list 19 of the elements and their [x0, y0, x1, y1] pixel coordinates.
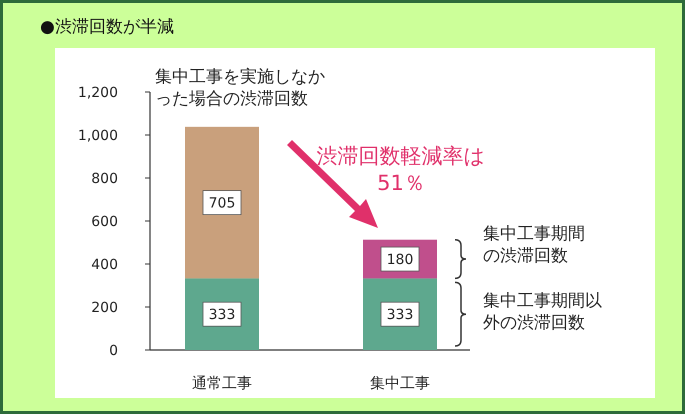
- y-tick-label: 1,200: [78, 85, 118, 101]
- x-tick-label: 通常工事: [192, 374, 252, 392]
- y-tick-label: 400: [91, 257, 118, 273]
- y-tick-label: 200: [91, 300, 118, 316]
- annotation: 集中工事を実施しなかった場合の渋滞回数: [155, 66, 326, 110]
- x-tick-label: 集中工事: [370, 374, 430, 392]
- y-tick-label: 1,000: [78, 128, 118, 144]
- y-tick-label: 0: [109, 343, 118, 359]
- chart-title: ●渋滞回数が半減: [40, 17, 174, 37]
- data-label: 705: [208, 196, 236, 212]
- text: 集中工事期間の渋滞回数: [483, 223, 586, 268]
- bar: [185, 126, 259, 278]
- text: 集中工事期間以外の渋滞回数: [483, 290, 603, 334]
- annotation: 渋滞回数軽減率は 51％: [316, 143, 486, 198]
- data-label: 333: [386, 307, 414, 324]
- data-label: 180: [386, 252, 414, 268]
- y-tick-label: 800: [91, 171, 118, 187]
- data-label: 333: [208, 307, 236, 324]
- y-tick-label: 600: [91, 214, 118, 230]
